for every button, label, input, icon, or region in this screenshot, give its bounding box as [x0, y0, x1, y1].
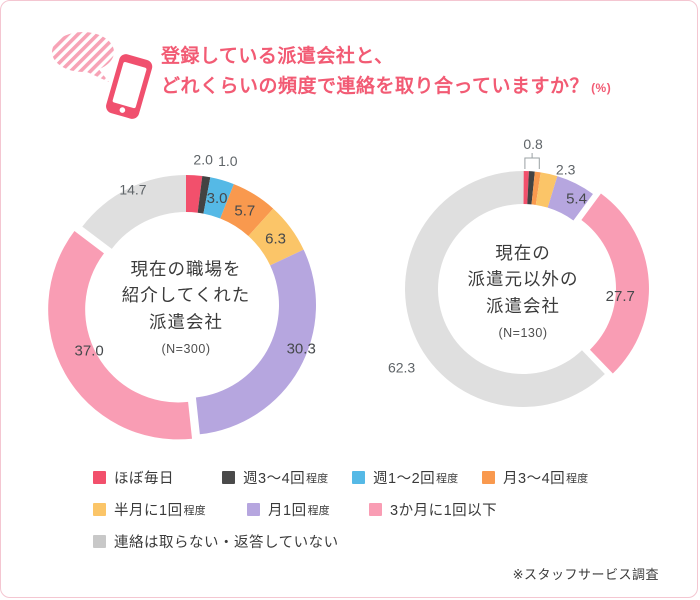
legend-label: 半月に1回 [114, 503, 183, 519]
slice-value-label: 27.7 [606, 288, 635, 305]
donut-slice-red [523, 171, 529, 205]
legend-label: 週3〜4回 [243, 471, 306, 487]
slice-value-label: 2.3 [556, 161, 576, 177]
slice-value-label: 1.0 [218, 153, 238, 169]
chart-title-line1: 登録している派遣会社と、 [161, 46, 394, 67]
slice-value-label: 5.4 [566, 190, 587, 207]
slice-value-label: 0.8 [523, 136, 543, 152]
donut-slice-purple [195, 249, 316, 435]
donut-slice-gray [404, 171, 605, 407]
slice-value-label: 3.0 [207, 190, 228, 207]
legend-label: 連絡は取らない・返答していない [114, 535, 339, 551]
legend-swatch [482, 471, 495, 484]
legend-label: 月3〜4回 [503, 471, 566, 487]
source-note: ※スタッフサービス調査 [512, 567, 659, 582]
donut-slice-dark [197, 176, 211, 214]
legend-swatch [93, 535, 106, 548]
donut-slice-red [186, 175, 203, 213]
legend-row: 半月に1回 程度 月1回 程度 3か月に1回以下 [93, 499, 653, 520]
legend-row: ほぼ毎日 週3〜4回 程度 週1〜2回 程度 月3〜4回 程度 [93, 467, 653, 488]
legend-swatch [93, 503, 106, 516]
legend-label: 3か月に1回以下 [390, 503, 498, 519]
legend-item-0: ほぼ毎日 [93, 467, 222, 488]
donut-chart-right: 2.3 5.4 27.7 62.3 0.8 [388, 136, 649, 407]
donut-slice-pink [581, 193, 649, 374]
donut-chart-left: 2.0 1.0 3.0 5.7 6.3 30.3 37.0 14.7 [48, 151, 316, 440]
legend-label-suffix: 程度 [436, 472, 459, 485]
smartphone-speech-bubble-icon [52, 32, 153, 119]
chart-title-line2: どれくらいの頻度で連絡を取り合っていますか？ (%) [161, 76, 612, 98]
legend-item-3: 月3〜4回 程度 [482, 467, 653, 488]
slice-value-label: 5.7 [234, 202, 255, 219]
donut-slice-dark [527, 171, 535, 205]
donut-slice-purple [547, 176, 593, 221]
donut-slice-gray [82, 175, 186, 249]
slice-value-label: 30.3 [287, 341, 316, 358]
percent-unit-label: (%) [591, 81, 612, 96]
slice-value-label: 37.0 [75, 342, 104, 359]
legend-label-suffix: 程度 [566, 472, 589, 485]
donut-slice-orange [220, 184, 274, 237]
slice-value-label: 2.0 [193, 151, 213, 167]
legend-swatch [352, 471, 365, 484]
legend: ほぼ毎日 週3〜4回 程度 週1〜2回 程度 月3〜4回 程度 半月に1回 程度 月1回 程度 3か月… [93, 467, 653, 563]
legend-swatch [369, 503, 382, 516]
legend-item-4: 半月に1回 程度 [93, 499, 247, 520]
legend-item-7: 連絡は取らない・返答していない [93, 531, 653, 552]
legend-item-6: 3か月に1回以下 [369, 499, 653, 520]
slice-value-label: 62.3 [388, 360, 415, 376]
legend-swatch [222, 471, 235, 484]
legend-label: 週1〜2回 [373, 471, 436, 487]
legend-label: ほぼ毎日 [114, 471, 174, 487]
legend-label-suffix: 程度 [183, 504, 206, 517]
legend-item-2: 週1〜2回 程度 [352, 467, 482, 488]
legend-item-5: 月1回 程度 [247, 499, 369, 520]
donut-slice-pink [48, 231, 193, 440]
group-bracket [524, 157, 540, 169]
donut-slice-yellow [535, 172, 558, 208]
legend-label-suffix: 程度 [306, 472, 329, 485]
donut-slice-orange [531, 171, 541, 205]
legend-swatch [247, 503, 260, 516]
smartphone-icon [106, 54, 153, 119]
legend-item-1: 週3〜4回 程度 [222, 467, 352, 488]
slice-value-label: 6.3 [265, 231, 286, 248]
speech-bubble-icon [52, 32, 114, 82]
slice-value-label: 14.7 [119, 181, 146, 197]
legend-swatch [93, 471, 106, 484]
donut-slice-blue [203, 177, 234, 219]
legend-row: 連絡は取らない・返答していない [93, 531, 653, 552]
chart-title: 登録している派遣会社と、 どれくらいの頻度で連絡を取り合っていますか？ (%) [161, 42, 611, 103]
legend-label: 月1回 [268, 503, 307, 519]
legend-label-suffix: 程度 [307, 504, 330, 517]
donut-slice-yellow [248, 208, 304, 266]
